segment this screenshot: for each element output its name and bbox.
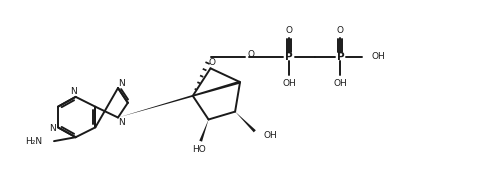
Text: P: P [336,52,344,61]
Text: N: N [49,124,56,133]
Text: N: N [70,87,77,96]
Text: OH: OH [282,78,296,88]
Text: O: O [247,50,255,59]
Text: N: N [119,78,125,88]
Text: OH: OH [372,52,386,61]
Text: N: N [119,118,125,127]
Text: O: O [337,26,344,35]
Text: HO: HO [192,144,206,153]
Polygon shape [118,81,241,118]
Polygon shape [235,112,256,132]
Text: O: O [286,26,293,35]
Text: OH: OH [264,131,277,140]
Polygon shape [199,120,209,142]
Text: O: O [209,58,216,67]
Text: P: P [286,52,293,61]
Text: H₂N: H₂N [25,137,42,146]
Text: OH: OH [333,78,348,88]
